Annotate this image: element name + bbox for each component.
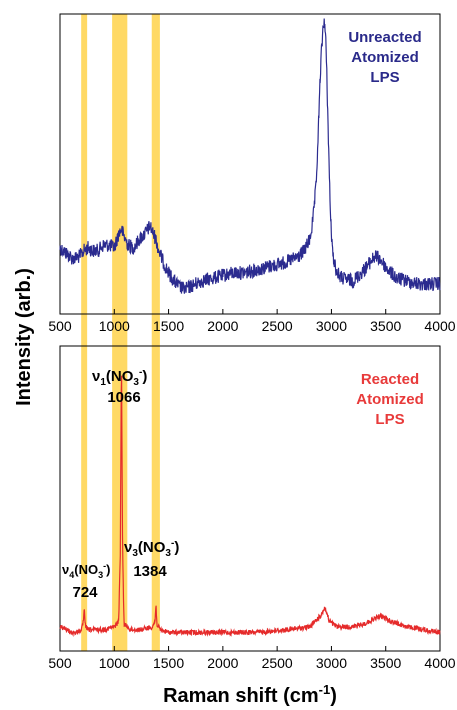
highlight-band-0	[81, 14, 88, 651]
top-legend-line-1: Unreacted	[348, 29, 421, 46]
x-tick-label: 1500	[153, 655, 184, 671]
x-tick-label: 4000	[424, 318, 455, 334]
x-tick-label: 2000	[207, 655, 238, 671]
x-tick-label: 3500	[370, 655, 401, 671]
bottom-panel: 500 1000 1500 2000 2500 3000 3500 4000 Reacted …	[48, 345, 456, 671]
x-tick-label: 500	[48, 655, 72, 671]
x-tick-label: 4000	[424, 655, 455, 671]
top-legend-line-2: Atomized	[351, 49, 419, 66]
x-tick-label: 2500	[262, 655, 293, 671]
highlight-bands	[81, 14, 160, 651]
annotation-nu1-value: 1066	[107, 389, 140, 406]
x-tick-label: 2000	[207, 318, 238, 334]
bottom-legend-line-1: Reacted	[361, 371, 419, 388]
top-legend-line-3: LPS	[370, 69, 399, 86]
highlight-band-2	[151, 14, 160, 651]
x-tick-label: 500	[48, 318, 72, 334]
annotation-nu3-value: 1384	[133, 563, 167, 580]
x-tick-label: 3500	[370, 318, 401, 334]
x-tick-label: 2500	[262, 318, 293, 334]
bottom-spectrum-line	[59, 375, 441, 638]
highlight-band-1	[112, 14, 128, 651]
annotation-nu4-label: ν4(NO3-)	[62, 561, 110, 580]
bottom-plot-frame	[59, 345, 441, 652]
annotation-nu1-label: ν1(NO3-)	[92, 367, 147, 388]
x-tick-label: 3000	[316, 318, 347, 334]
x-axis-title: Raman shift (cm-1)	[163, 682, 337, 707]
x-tick-label: 1500	[153, 318, 184, 334]
annotation-nu4-value: 724	[72, 584, 98, 601]
top-panel: 500 1000 1500 2000 2500 3000 3500 4000 Unreacte…	[48, 13, 456, 334]
x-tick-label: 1000	[99, 318, 130, 334]
top-x-ticks: 500 1000 1500 2000 2500 3000 3500 4000	[48, 309, 456, 334]
bottom-legend-line-3: LPS	[375, 411, 404, 428]
y-axis-title: Intensity (arb.)	[13, 268, 35, 406]
bottom-legend-line-2: Atomized	[356, 391, 424, 408]
top-plot-frame	[59, 13, 441, 315]
x-tick-label: 3000	[316, 655, 347, 671]
bottom-x-ticks: 500 1000 1500 2000 2500 3000 3500 4000	[48, 646, 456, 671]
annotation-nu3-label: ν3(NO3-)	[124, 538, 179, 559]
top-spectrum-line	[59, 18, 441, 294]
x-tick-label: 1000	[99, 655, 130, 671]
